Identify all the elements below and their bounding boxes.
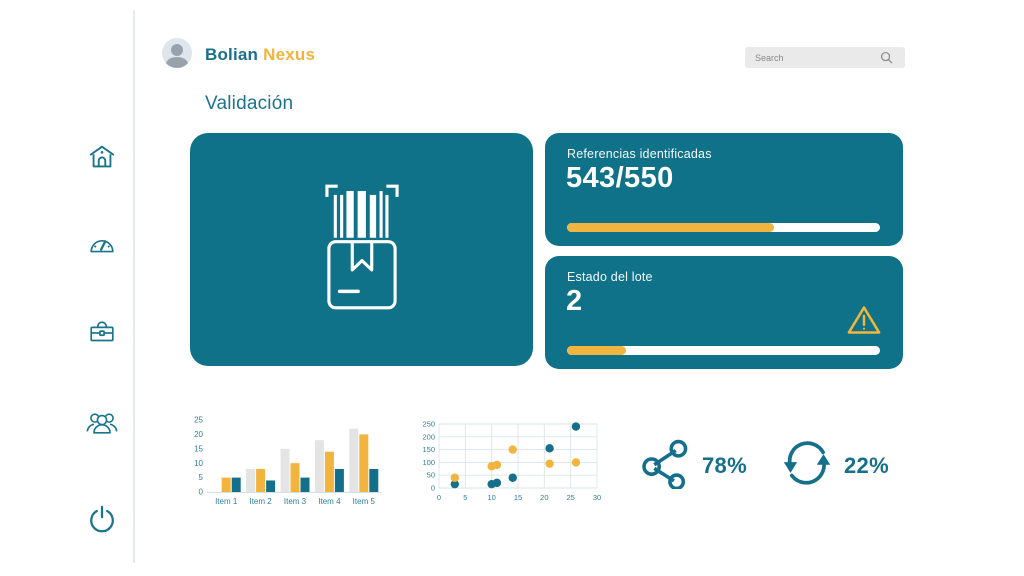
scatter-chart: 0 50 100 150 200 250 0 5 10 15 20 25 30 [422,420,601,503]
power-icon [87,503,117,535]
batch-progress-fill [567,346,627,355]
sidebar-divider [133,10,135,563]
references-value: 543/550 [566,162,674,194]
svg-text:Item 1: Item 1 [215,497,238,506]
batch-value: 2 [566,285,583,317]
references-progress-fill [567,223,774,232]
refresh-icon [782,437,832,494]
gauge-icon [87,230,117,260]
share-value: 78% [702,452,747,478]
svg-text:Item 2: Item 2 [249,497,272,506]
svg-text:30: 30 [593,493,601,502]
svg-text:100: 100 [422,458,435,467]
avatar[interactable] [162,38,192,68]
svg-text:25: 25 [194,416,203,425]
svg-text:15: 15 [514,493,522,502]
barcode-package-icon [324,181,399,319]
scan-card[interactable] [190,133,533,366]
references-card[interactable]: Referencias identificadas 543/550 [545,133,903,246]
sidebar-item-briefcase[interactable] [84,315,120,351]
brand-accent: Nexus [263,45,316,64]
brand-primary: Bolian [205,45,259,64]
svg-text:150: 150 [422,445,435,454]
briefcase-icon [87,318,117,348]
users-icon [85,405,119,437]
svg-text:0: 0 [199,488,204,497]
svg-text:0: 0 [431,484,435,493]
references-label: Referencias identificadas [567,147,712,161]
sidebar-item-users[interactable] [84,403,120,439]
brand: Bolian Nexus [205,45,315,65]
svg-text:Item 5: Item 5 [353,497,376,506]
svg-text:250: 250 [422,420,435,429]
svg-text:Item 3: Item 3 [284,497,307,506]
svg-text:5: 5 [463,493,467,502]
refresh-stat: 22% [782,437,889,494]
refresh-value: 22% [844,452,889,478]
svg-text:20: 20 [540,493,548,502]
share-stat: 78% [640,437,747,494]
avatar-body [166,57,188,68]
svg-text:0: 0 [437,493,441,502]
svg-text:Item 4: Item 4 [318,497,341,506]
svg-text:15: 15 [194,444,203,453]
share-icon [640,437,690,494]
svg-text:50: 50 [427,471,435,480]
svg-text:5: 5 [199,473,204,482]
svg-text:10: 10 [487,493,495,502]
svg-text:10: 10 [194,459,203,468]
svg-text:200: 200 [422,432,435,441]
batch-label: Estado del lote [567,270,653,284]
references-progress-track [567,223,880,232]
sidebar-item-home[interactable] [84,139,120,175]
batch-progress-track [567,346,880,355]
svg-text:25: 25 [566,493,574,502]
svg-text:20: 20 [194,430,203,439]
avatar-head [171,44,183,56]
warning-triangle-icon [846,304,882,341]
search-input[interactable] [745,47,905,68]
page-title: Validación [205,93,294,114]
sidebar-item-power[interactable] [84,501,120,537]
batch-card[interactable]: Estado del lote 2 [545,256,903,369]
bar-chart: 0 5 10 15 20 25 Item 1 Item 2 Item 3 Item 4 Item 5 [194,416,381,506]
sidebar-item-dashboard[interactable] [84,227,120,263]
home-icon [87,142,117,172]
